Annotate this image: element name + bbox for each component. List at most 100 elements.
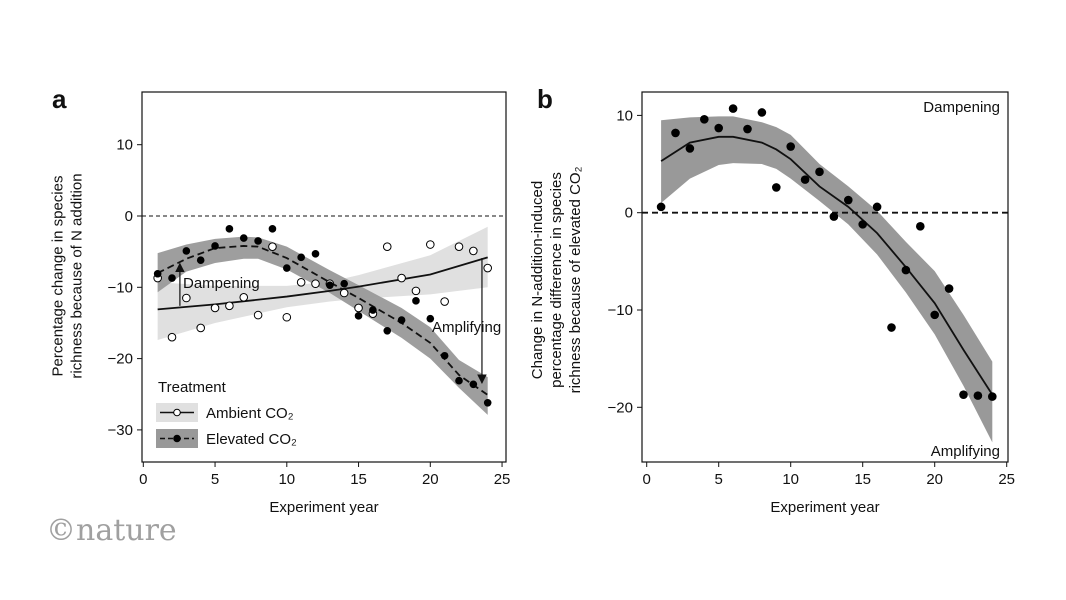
legend-key-marker: [173, 434, 181, 443]
legend: Treatment Ambient CO₂ Elevated CO₂: [156, 379, 297, 448]
data-point: [182, 247, 191, 255]
data-point: [268, 225, 277, 233]
data-point: [168, 274, 176, 282]
legend-label-ambient: Ambient CO₂: [206, 405, 294, 422]
x-tick-label: 20: [926, 471, 943, 488]
data-point: [340, 279, 349, 288]
panel-a: 0 5 10 15 20 25 10 0 −10 −20 −30 Experiment year Per…: [50, 84, 511, 516]
data-point: [225, 225, 234, 233]
fit-line: [157, 245, 489, 396]
x-tick-label: 25: [998, 471, 1015, 488]
y-tick-label: 10: [616, 107, 633, 124]
data-point: [426, 314, 435, 323]
data-point: [469, 380, 478, 389]
data-point: [483, 263, 493, 273]
data-point: [469, 246, 478, 256]
plot-frame: [641, 91, 1009, 463]
data-point: [944, 284, 954, 293]
data-point: [714, 123, 723, 133]
data-point: [182, 293, 191, 303]
data-point: [685, 144, 695, 153]
data-point: [772, 183, 781, 192]
confidence-band: [157, 236, 488, 415]
panel-b: 0 5 10 15 20 25 10 0 −10 −20 Experiment year Change…: [529, 84, 1015, 516]
data-point: [196, 256, 205, 265]
data-point: [326, 281, 334, 289]
legend-key-marker: [173, 408, 181, 417]
data-point: [887, 323, 896, 332]
x-tick-label: 20: [422, 471, 439, 488]
x-tick-label: 5: [715, 471, 723, 488]
data-point: [959, 390, 968, 399]
x-axis-label: Experiment year: [770, 499, 879, 516]
legend-label-elevated: Elevated CO₂: [206, 431, 297, 448]
x-tick-label: 15: [854, 471, 871, 488]
nature-logo: ©nature: [46, 513, 177, 548]
data-point: [239, 292, 249, 302]
data-point: [656, 202, 666, 212]
data-point: [829, 212, 839, 221]
data-point: [411, 286, 421, 296]
data-point: [239, 234, 248, 242]
y-axis-label: richness because of elevated CO₂: [567, 166, 584, 393]
data-point: [786, 142, 795, 151]
y-tick-label: −10: [608, 302, 633, 319]
data-point: [700, 114, 709, 124]
confidence-band: [661, 116, 993, 443]
x-tick-label: 15: [350, 471, 367, 488]
x-axis-label: Experiment year: [269, 499, 378, 516]
data-point: [757, 108, 767, 117]
data-point: [743, 124, 752, 134]
data-point: [973, 391, 983, 400]
y-axis-label: richness because of N addition: [69, 173, 86, 378]
data-point: [311, 279, 320, 289]
data-point: [930, 310, 939, 320]
data-point: [296, 278, 306, 287]
panel-letter: b: [537, 84, 553, 114]
amplifying-label: Amplifying: [432, 319, 501, 336]
data-point: [254, 237, 262, 245]
data-point: [671, 128, 680, 138]
data-point: [440, 351, 449, 360]
data-point: [253, 310, 263, 320]
y-tick-label: 0: [625, 205, 633, 222]
data-point: [354, 303, 363, 313]
y-axis-label: percentage difference in species: [548, 172, 565, 388]
data-point: [196, 323, 205, 333]
data-point: [455, 376, 463, 385]
data-point: [858, 220, 867, 229]
data-point: [440, 297, 449, 306]
data-point: [339, 288, 349, 298]
data-point: [426, 240, 435, 249]
x-tick-label: 0: [139, 471, 147, 488]
y-tick-label: −10: [108, 279, 133, 296]
data-point: [397, 316, 406, 324]
data-point: [283, 264, 291, 272]
data-point: [901, 265, 911, 275]
data-point: [268, 242, 277, 251]
data-point: [210, 303, 220, 313]
y-tick-label: −20: [108, 351, 133, 368]
x-tick-label: 10: [782, 471, 799, 488]
data-point: [153, 269, 162, 278]
y-tick-label: 0: [125, 208, 133, 225]
data-point: [354, 312, 363, 320]
data-point: [397, 273, 406, 283]
y-tick-label: 10: [116, 137, 133, 154]
panel-letter: a: [52, 84, 67, 114]
data-point: [988, 392, 997, 401]
y-tick-label: −30: [108, 422, 133, 439]
y-axis-label: Percentage change in species: [50, 176, 67, 377]
data-point: [382, 242, 392, 251]
data-point: [844, 195, 853, 205]
data-point: [311, 249, 320, 258]
data-point: [225, 301, 234, 311]
data-point: [282, 312, 292, 322]
fit-line: [660, 135, 994, 396]
data-point: [916, 222, 925, 231]
plot-frame: [141, 91, 507, 463]
data-point: [167, 332, 177, 342]
x-tick-label: 5: [211, 471, 219, 488]
